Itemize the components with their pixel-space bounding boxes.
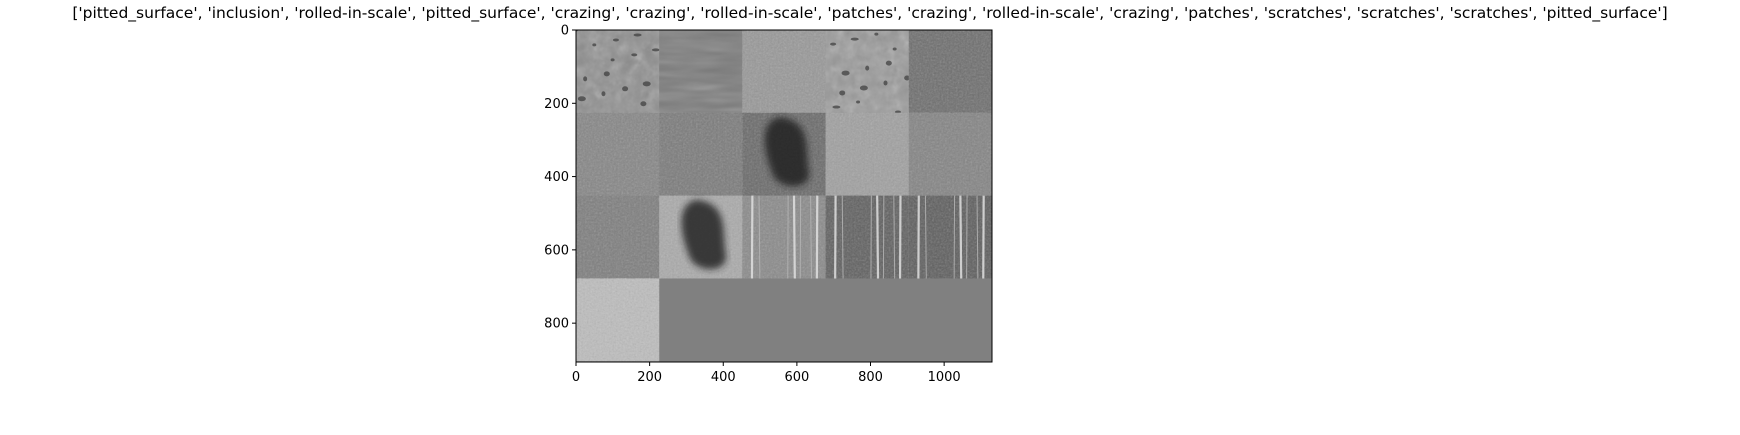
image-tile-patches bbox=[742, 112, 826, 196]
image-tile-scratches bbox=[908, 195, 992, 279]
x-tick-label: 200 bbox=[637, 370, 662, 385]
x-tick-label: 600 bbox=[784, 370, 809, 385]
image-tile-rolled-in-scale bbox=[742, 30, 826, 113]
image-tile-crazing bbox=[576, 195, 660, 279]
y-tick-label: 200 bbox=[544, 97, 569, 112]
image-tile-pitted_surface bbox=[576, 278, 660, 362]
y-tick-label: 600 bbox=[544, 243, 569, 258]
image-tile-rolled-in-scale bbox=[659, 112, 743, 196]
x-tick-label: 1000 bbox=[928, 370, 961, 385]
axes-frame bbox=[575, 29, 993, 363]
y-tick-label: 0 bbox=[561, 24, 569, 39]
image-tile-crazing bbox=[908, 30, 992, 113]
axis-ticks: 0 200 400 600 800 1000 0 200 400 600 800 bbox=[544, 24, 961, 386]
image-tile-patches bbox=[659, 195, 743, 279]
y-tick-label: 400 bbox=[544, 170, 569, 185]
image-tile-pitted_surface bbox=[576, 30, 660, 113]
image-tile-scratches bbox=[742, 195, 826, 279]
x-tick-label: 800 bbox=[858, 370, 883, 385]
x-tick-label: 0 bbox=[572, 370, 580, 385]
image-tile-inclusion bbox=[659, 30, 743, 113]
image-tile-scratches bbox=[825, 195, 909, 279]
figure-title: ['pitted_surface', 'inclusion', 'rolled-… bbox=[72, 4, 1668, 22]
y-tick-label: 800 bbox=[544, 317, 569, 332]
image-tiles bbox=[576, 30, 992, 362]
image-tile-pitted_surface bbox=[825, 30, 911, 114]
image-tile-rolled-in-scale bbox=[908, 112, 992, 196]
image-tile-crazing bbox=[576, 112, 660, 196]
x-tick-label: 400 bbox=[711, 370, 736, 385]
image-tile-crazing bbox=[825, 112, 909, 196]
